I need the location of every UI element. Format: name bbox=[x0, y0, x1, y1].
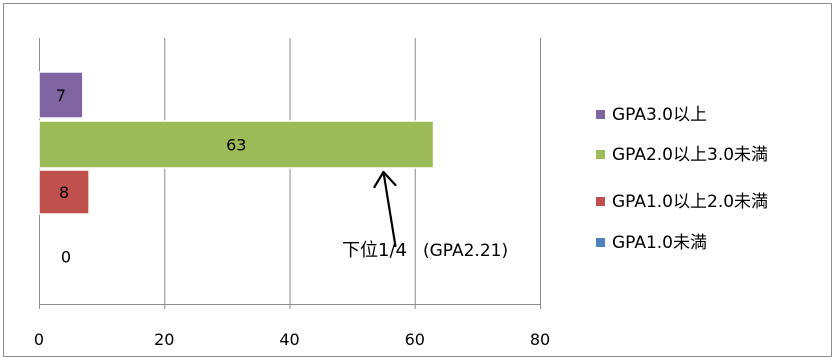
legend-label: GPA1.0未満 bbox=[612, 233, 707, 253]
bar-value-label: 0 bbox=[61, 248, 71, 267]
legend-swatch bbox=[596, 150, 605, 159]
legend-swatch bbox=[596, 238, 605, 247]
bar-4 bbox=[38, 71, 84, 119]
bar-2 bbox=[38, 169, 90, 215]
legend-swatch bbox=[596, 110, 605, 119]
legend-swatch bbox=[596, 197, 605, 206]
legend-label: GPA1.0以上2.0未満 bbox=[612, 192, 768, 212]
annotation-label: 下位1/4 bbox=[342, 240, 407, 261]
legend-label: GPA3.0以上 bbox=[612, 105, 707, 125]
x-tick-label: 80 bbox=[530, 330, 550, 349]
chart-border bbox=[3, 3, 832, 357]
annotation: 下位1/4 (GPA2.21) bbox=[342, 170, 508, 261]
annotation-arrow bbox=[373, 170, 397, 248]
x-tick-label: 40 bbox=[279, 330, 299, 349]
bar-group: 0 8 63 7 bbox=[38, 71, 435, 267]
x-axis: 0 20 40 60 80 bbox=[34, 304, 550, 349]
x-tick-label: 60 bbox=[405, 330, 425, 349]
bar-value-label: 7 bbox=[56, 86, 66, 105]
legend: GPA3.0以上 GPA2.0以上3.0未満 GPA1.0以上2.0未満 GPA1.0… bbox=[596, 105, 768, 253]
legend-label: GPA2.0以上3.0未満 bbox=[612, 145, 768, 165]
annotation-gpa-value: (GPA2.21) bbox=[423, 241, 508, 261]
x-tick-label: 20 bbox=[154, 330, 174, 349]
bar-value-label: 63 bbox=[226, 136, 246, 155]
bar-value-label: 8 bbox=[59, 183, 69, 202]
grid-lines bbox=[39, 38, 541, 304]
bar-3 bbox=[38, 120, 435, 169]
x-tick-label: 0 bbox=[34, 330, 44, 349]
